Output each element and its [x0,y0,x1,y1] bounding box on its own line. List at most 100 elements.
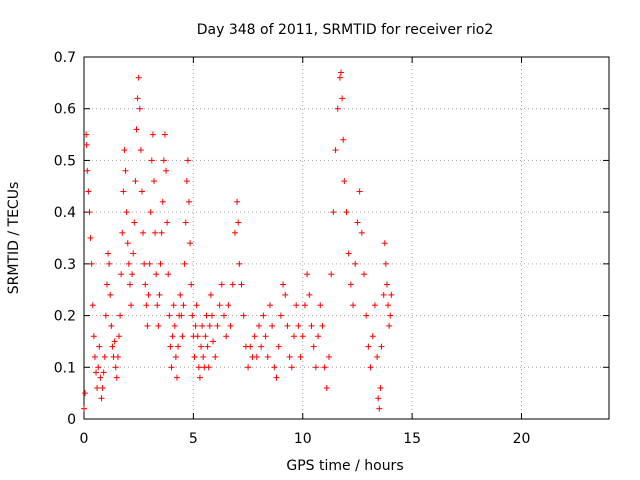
data-point [148,157,155,164]
data-point [157,260,164,267]
data-point [153,271,160,278]
data-point [106,260,113,267]
data-point [321,364,328,371]
data-point [284,322,291,329]
data-point [245,364,252,371]
data-point [256,322,262,329]
data-point [266,302,273,309]
data-point [136,105,143,112]
data-point [204,343,211,350]
data-point [158,229,165,236]
data-point [354,219,361,226]
data-point [164,219,171,226]
data-point [326,353,332,360]
data-point [231,229,238,236]
data-point [264,353,271,360]
x-tick-label: 10 [294,431,312,447]
data-point [295,322,302,329]
data-point [319,322,326,329]
data-point [382,260,389,267]
data-point [347,281,354,288]
data-point [332,147,339,154]
data-point [273,374,280,381]
data-point [369,333,376,340]
data-point [297,353,304,360]
data-point [199,322,206,329]
data-point [192,322,199,329]
data-point [269,322,276,329]
data-point [234,198,241,205]
data-point [207,291,214,298]
x-tick-label: 5 [189,431,198,447]
data-point [128,302,135,309]
data-point [143,302,150,309]
data-point [124,240,131,247]
data-point [160,157,167,164]
data-point [306,291,313,298]
data-point [235,219,242,226]
data-point [194,333,201,340]
data-point [363,312,370,319]
data-point [376,405,383,412]
data-point [111,338,118,345]
data-point [227,322,234,329]
data-point [83,141,90,148]
data-point [173,374,180,381]
data-point [262,333,269,340]
data-point [258,343,265,350]
data-point [367,364,374,371]
data-point [308,322,315,329]
y-tick-label: 0.2 [54,309,76,325]
data-point [152,229,159,236]
y-tick-label: 0.6 [54,102,76,118]
data-point [186,198,192,205]
axes: 0 0.1 0.2 0.3 0.4 0.5 0.6 0.7 0 5 10 15 20 [54,50,609,447]
data-point [340,136,347,143]
data-point [170,302,177,309]
data-point [202,333,209,340]
data-point [161,131,168,138]
x-axis-label: GPS time / hours [286,458,403,474]
data-point [375,395,382,402]
data-point [123,209,130,216]
data-point [182,219,189,226]
data-point [114,353,121,360]
data-point [85,188,92,195]
data-point [317,302,324,309]
data-point [288,364,295,371]
data-point [141,260,148,267]
data-point [338,69,345,76]
data-point [195,364,202,371]
data-point [95,364,102,371]
data-point [277,312,284,319]
data-point [352,260,359,267]
data-point [286,353,293,360]
data-point [247,343,254,350]
data-point [214,322,221,329]
data-point [183,178,190,185]
data-point [91,353,98,360]
data-point [179,333,186,340]
data-point [339,95,346,102]
data-point [89,302,96,309]
data-point [93,369,100,376]
data-point [271,364,278,371]
data-point [374,353,381,360]
data-point [371,302,378,309]
data-point [169,333,176,340]
data-point [94,384,101,391]
data-point [189,312,196,319]
data-point [172,353,179,360]
data-point [145,291,152,298]
data-point [315,333,322,340]
data-point [165,271,172,278]
data-point [229,281,236,288]
data-point [178,312,185,319]
data-point [125,260,132,267]
data-point [205,364,212,371]
data-point [133,126,140,133]
data-point [171,322,178,329]
data-point [121,147,128,154]
data-point [387,312,394,319]
